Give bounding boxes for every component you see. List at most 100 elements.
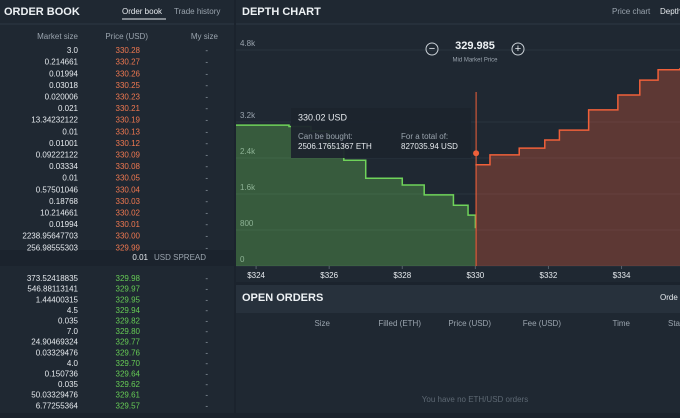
market-size: 50.03329476: [31, 391, 78, 400]
tooltip-label: For a total of:: [401, 132, 448, 141]
column-header: Price (USD): [105, 32, 148, 41]
column-header: Sta: [668, 319, 680, 328]
mid-price: 329.985: [455, 40, 495, 52]
market-size: 24.90469324: [31, 338, 78, 347]
my-size: -: [205, 81, 208, 90]
tab[interactable]: Order book: [122, 7, 163, 16]
bids-area: [236, 125, 476, 267]
market-size: 0.57501046: [36, 185, 79, 194]
market-size: 4.0: [67, 359, 79, 368]
price: 329.95: [116, 295, 141, 304]
price: 330.04: [116, 185, 141, 194]
price: 329.76: [116, 348, 141, 357]
price: 330.13: [116, 127, 141, 136]
x-tick-label: $332: [540, 271, 558, 280]
zoom-out[interactable]: [425, 42, 439, 56]
spread-label: USD SPREAD: [154, 253, 206, 262]
market-size: 0.03329476: [36, 348, 79, 357]
zoom-in-label[interactable]: +: [515, 43, 521, 55]
x-tick-label: $324: [247, 271, 265, 280]
price: 330.19: [116, 116, 141, 125]
price: 329.97: [116, 285, 141, 294]
orders-header: [236, 285, 680, 313]
price: 330.09: [116, 151, 141, 160]
my-size: -: [205, 370, 208, 379]
depth-title: DEPTH CHART: [242, 6, 321, 18]
market-size: 13.34232122: [31, 116, 78, 125]
market-size: 546.88113141: [27, 285, 78, 294]
my-size: -: [205, 174, 208, 183]
asks-line: [475, 68, 680, 166]
market-size: 0.020006: [45, 93, 79, 102]
zoom-out-label[interactable]: −: [429, 43, 435, 55]
my-size: -: [205, 359, 208, 368]
my-size: -: [205, 151, 208, 160]
hover-point: [473, 150, 480, 157]
market-size: 1.44400315: [36, 295, 79, 304]
tab[interactable]: Orde: [660, 293, 678, 302]
my-size: -: [205, 220, 208, 229]
tab[interactable]: Trade history: [174, 7, 220, 16]
market-size: 2238.95647703: [22, 232, 78, 241]
market-size: 0.214661: [45, 58, 79, 67]
my-size: -: [205, 348, 208, 357]
my-size: -: [205, 162, 208, 171]
my-size: -: [205, 104, 208, 113]
tooltip-price: 330.02 USD: [298, 112, 348, 122]
market-size: 0.01994: [49, 220, 78, 229]
x-tick-label: $334: [613, 271, 631, 280]
market-size: 0.01001: [49, 139, 78, 148]
column-header: My size: [191, 32, 219, 41]
tooltip-value: 827035.94 USD: [401, 142, 458, 151]
column-header: Size: [314, 319, 330, 328]
my-size: -: [205, 285, 208, 294]
tooltip: [291, 108, 471, 158]
order-book-panel: [0, 0, 234, 413]
empty-message: You have no ETH/USD orders: [422, 395, 528, 404]
y-tick-label: 2.4k: [240, 147, 256, 156]
price: 329.77: [116, 338, 141, 347]
my-size: -: [205, 391, 208, 400]
my-size: -: [205, 46, 208, 55]
column-header: Filled (ETH): [378, 319, 421, 328]
zoom-in[interactable]: [511, 42, 525, 56]
price: 329.98: [116, 274, 141, 283]
x-tick-label: $326: [320, 271, 338, 280]
my-size: -: [205, 209, 208, 218]
price: 330.03: [116, 197, 141, 206]
tab[interactable]: Depth chart: [660, 7, 680, 16]
column-header: Time: [613, 319, 631, 328]
price: 330.01: [116, 220, 141, 229]
price: 330.28: [116, 46, 141, 55]
my-size: -: [205, 243, 208, 252]
price: 329.61: [116, 391, 141, 400]
price: 329.82: [116, 317, 141, 326]
market-size: 0.150736: [45, 370, 79, 379]
my-size: -: [205, 306, 208, 315]
market-size: 3.0: [67, 46, 79, 55]
price: 330.00: [116, 232, 141, 241]
price: 329.94: [116, 306, 141, 315]
price: 330.27: [116, 58, 141, 67]
my-size: -: [205, 317, 208, 326]
price: 330.05: [116, 174, 141, 183]
price: 329.57: [116, 401, 141, 410]
price: 330.26: [116, 69, 141, 78]
x-tick-label: $328: [393, 271, 411, 280]
y-tick-label: 1.6k: [240, 183, 256, 192]
market-size: 0.035: [58, 317, 79, 326]
my-size: -: [205, 93, 208, 102]
market-size: 10.214661: [40, 209, 78, 218]
my-size: -: [205, 295, 208, 304]
tooltip-label: Can be bought:: [298, 132, 353, 141]
tooltip-value: 2506.17651367 ETH: [298, 142, 372, 151]
market-size: 0.035: [58, 380, 79, 389]
market-size: 0.01: [62, 174, 78, 183]
market-size: 0.01994: [49, 69, 78, 78]
orders-title: OPEN ORDERS: [242, 292, 323, 304]
asks-area: [475, 68, 680, 266]
my-size: -: [205, 58, 208, 67]
column-header: Market size: [37, 32, 78, 41]
tab[interactable]: Price chart: [612, 7, 651, 16]
